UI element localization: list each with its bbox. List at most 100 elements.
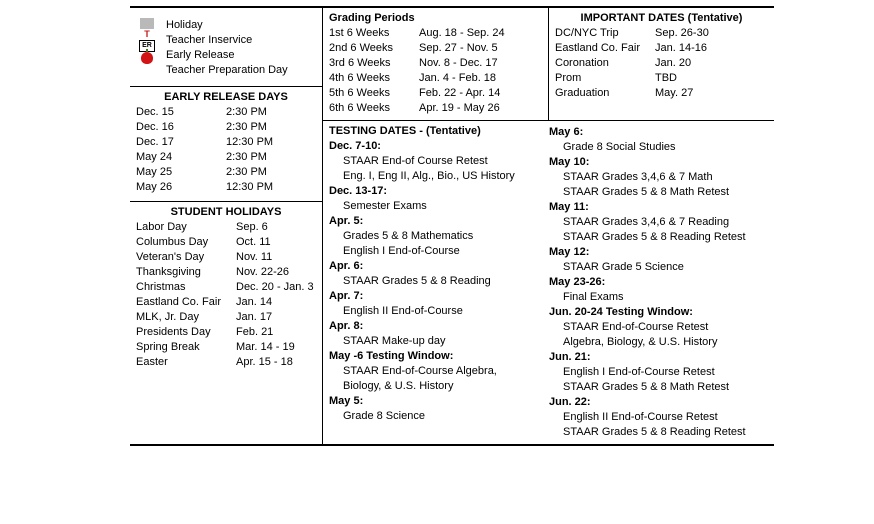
testing-date-detail: English II End-of-Course Retest: [549, 410, 768, 425]
testing-date-detail: Grade 8 Science: [329, 409, 548, 424]
table-row: CoronationJan. 20: [555, 56, 768, 71]
row-key: Christmas: [136, 280, 236, 295]
row-key: 4th 6 Weeks: [329, 71, 419, 86]
row-value: 2:30 PM: [226, 150, 316, 165]
testing-date-heading: Apr. 6:: [329, 259, 548, 274]
row-key: 2nd 6 Weeks: [329, 41, 419, 56]
table-row: Labor DaySep. 6: [136, 220, 316, 235]
row-value: TBD: [655, 71, 768, 86]
early-release-section: EARLY RELEASE DAYS Dec. 152:30 PMDec. 16…: [130, 87, 322, 202]
testing-date-detail: STAAR Grades 5 & 8 Reading Retest: [549, 425, 768, 440]
row-value: Jan. 4 - Feb. 18: [419, 71, 542, 86]
row-key: Dec. 16: [136, 120, 226, 135]
important-dates-section: IMPORTANT DATES (Tentative) DC/NYC TripS…: [549, 8, 774, 120]
row-value: Nov. 22-26: [236, 265, 316, 280]
testing-date-detail: STAAR Grades 3,4,6 & 7 Math: [549, 170, 768, 185]
testing-date-detail: STAAR End-of-Course Algebra,: [329, 364, 548, 379]
row-value: Jan. 14-16: [655, 41, 768, 56]
row-key: Presidents Day: [136, 325, 236, 340]
inservice-icon: T: [140, 29, 154, 40]
testing-date-detail: English I End-of-Course: [329, 244, 548, 259]
row-key: Veteran's Day: [136, 250, 236, 265]
testing-date-detail: STAAR Grades 5 & 8 Math Retest: [549, 380, 768, 395]
testing-date-detail: Grades 5 & 8 Mathematics: [329, 229, 548, 244]
table-row: Presidents DayFeb. 21: [136, 325, 316, 340]
legend-box: T ER Holiday Teacher Inservice Early Rel…: [130, 8, 322, 87]
row-key: Labor Day: [136, 220, 236, 235]
student-holidays-title: STUDENT HOLIDAYS: [136, 206, 316, 218]
testing-date-heading: Apr. 7:: [329, 289, 548, 304]
legend-label: Teacher Inservice: [166, 33, 288, 48]
row-value: Nov. 11: [236, 250, 316, 265]
testing-date-heading: Apr. 8:: [329, 319, 548, 334]
testing-date-heading: Apr. 5:: [329, 214, 548, 229]
student-holidays-section: STUDENT HOLIDAYS Labor DaySep. 6Columbus…: [130, 202, 322, 376]
prep-day-icon: [141, 52, 153, 64]
table-row: PromTBD: [555, 71, 768, 86]
row-key: May 24: [136, 150, 226, 165]
row-key: 6th 6 Weeks: [329, 101, 419, 116]
row-key: Dec. 17: [136, 135, 226, 150]
right-columns: Grading Periods 1st 6 WeeksAug. 18 - Sep…: [323, 8, 774, 444]
testing-date-heading: May 23-26:: [549, 275, 768, 290]
grading-periods-section: Grading Periods 1st 6 WeeksAug. 18 - Sep…: [323, 8, 549, 120]
table-row: Columbus DayOct. 11: [136, 235, 316, 250]
table-row: 1st 6 WeeksAug. 18 - Sep. 24: [329, 26, 542, 41]
row-value: Aug. 18 - Sep. 24: [419, 26, 542, 41]
testing-date-heading: Dec. 7-10:: [329, 139, 548, 154]
table-row: Eastland Co. FairJan. 14: [136, 295, 316, 310]
testing-date-detail: STAAR Grades 5 & 8 Math Retest: [549, 185, 768, 200]
row-value: Sep. 6: [236, 220, 316, 235]
table-row: ChristmasDec. 20 - Jan. 3: [136, 280, 316, 295]
row-value: Feb. 22 - Apr. 14: [419, 86, 542, 101]
left-column: T ER Holiday Teacher Inservice Early Rel…: [130, 8, 323, 444]
early-release-title: EARLY RELEASE DAYS: [136, 91, 316, 103]
row-key: 3rd 6 Weeks: [329, 56, 419, 71]
testing-date-heading: Jun. 22:: [549, 395, 768, 410]
table-row: Dec. 162:30 PM: [136, 120, 316, 135]
row-key: DC/NYC Trip: [555, 26, 655, 41]
table-row: 3rd 6 WeeksNov. 8 - Dec. 17: [329, 56, 542, 71]
row-value: Apr. 15 - 18: [236, 355, 316, 370]
testing-date-detail: English I End-of-Course Retest: [549, 365, 768, 380]
row-key: Easter: [136, 355, 236, 370]
table-row: MLK, Jr. DayJan. 17: [136, 310, 316, 325]
testing-date-heading: May 11:: [549, 200, 768, 215]
grading-title: Grading Periods: [329, 12, 542, 24]
testing-date-detail: Final Exams: [549, 290, 768, 305]
row-key: 1st 6 Weeks: [329, 26, 419, 41]
row-value: Nov. 8 - Dec. 17: [419, 56, 542, 71]
table-row: 6th 6 WeeksApr. 19 - May 26: [329, 101, 542, 116]
row-value: Feb. 21: [236, 325, 316, 340]
testing-date-heading: Jun. 20-24 Testing Window:: [549, 305, 768, 320]
table-row: GraduationMay. 27: [555, 86, 768, 101]
testing-date-heading: May 10:: [549, 155, 768, 170]
row-key: MLK, Jr. Day: [136, 310, 236, 325]
table-row: Dec. 1712:30 PM: [136, 135, 316, 150]
testing-date-heading: May -6 Testing Window:: [329, 349, 548, 364]
table-row: DC/NYC TripSep. 26-30: [555, 26, 768, 41]
table-row: Dec. 152:30 PM: [136, 105, 316, 120]
important-title: IMPORTANT DATES (Tentative): [555, 12, 768, 24]
row-value: Mar. 14 - 19: [236, 340, 316, 355]
row-value: Dec. 20 - Jan. 3: [236, 280, 316, 295]
legend-label: Early Release: [166, 48, 288, 63]
table-row: May 252:30 PM: [136, 165, 316, 180]
row-value: 12:30 PM: [226, 180, 316, 195]
row-key: Eastland Co. Fair: [555, 41, 655, 56]
table-row: Eastland Co. FairJan. 14-16: [555, 41, 768, 56]
row-value: 2:30 PM: [226, 120, 316, 135]
testing-date-detail: Algebra, Biology, & U.S. History: [549, 335, 768, 350]
testing-date-detail: STAAR End-of-Course Retest: [549, 320, 768, 335]
row-key: Dec. 15: [136, 105, 226, 120]
testing-date-heading: May 12:: [549, 245, 768, 260]
testing-date-detail: Eng. I, Eng II, Alg., Bio., US History: [329, 169, 548, 184]
testing-date-detail: Biology, & U.S. History: [329, 379, 548, 394]
table-row: Veteran's DayNov. 11: [136, 250, 316, 265]
table-row: ThanksgivingNov. 22-26: [136, 265, 316, 280]
table-row: EasterApr. 15 - 18: [136, 355, 316, 370]
row-value: May. 27: [655, 86, 768, 101]
testing-date-detail: STAAR Grade 5 Science: [549, 260, 768, 275]
table-row: 2nd 6 WeeksSep. 27 - Nov. 5: [329, 41, 542, 56]
row-key: 5th 6 Weeks: [329, 86, 419, 101]
